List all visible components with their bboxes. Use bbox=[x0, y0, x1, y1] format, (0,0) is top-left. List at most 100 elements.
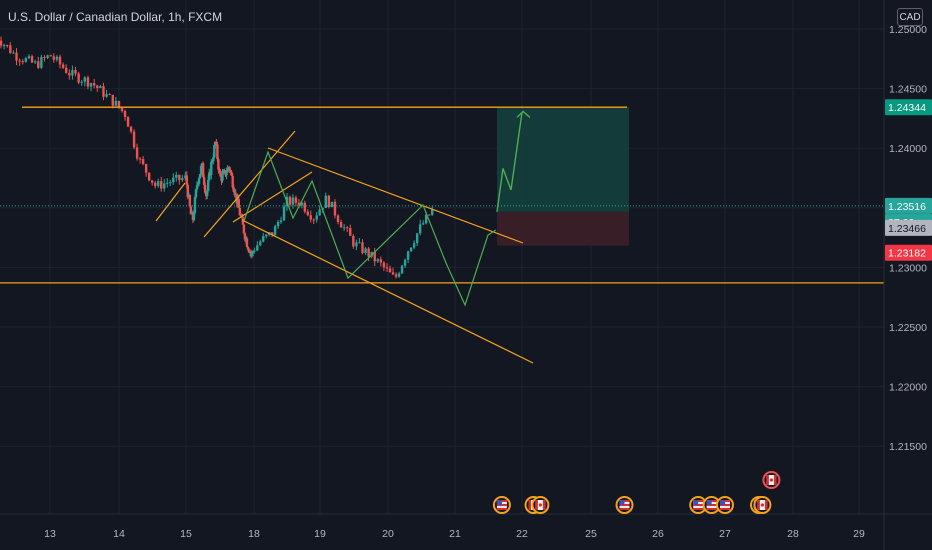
candle-body bbox=[276, 221, 280, 227]
candle-body bbox=[376, 259, 379, 262]
candle-body bbox=[265, 234, 268, 237]
y-tick-label: 1.22500 bbox=[889, 322, 927, 334]
candle-body bbox=[217, 159, 220, 170]
candle-body bbox=[229, 170, 232, 173]
candle-body bbox=[221, 173, 224, 181]
candle-body bbox=[89, 83, 93, 87]
candle-body bbox=[428, 214, 431, 216]
candle-body bbox=[52, 56, 55, 60]
candle-body bbox=[24, 58, 28, 62]
candle-body bbox=[150, 180, 154, 183]
x-tick-label: 13 bbox=[44, 528, 56, 540]
x-tick-label: 22 bbox=[516, 528, 528, 540]
candle-body bbox=[352, 235, 355, 247]
entry-price-tag bbox=[885, 219, 932, 236]
x-tick-label: 28 bbox=[787, 528, 799, 540]
x-tick-label: 26 bbox=[652, 528, 664, 540]
ca-flag-band bbox=[773, 475, 777, 485]
candle-body bbox=[172, 177, 175, 183]
candle-body bbox=[397, 273, 401, 277]
x-tick-label: 19 bbox=[314, 528, 326, 540]
candle-body bbox=[373, 251, 376, 262]
target-price-tag bbox=[885, 99, 932, 116]
candle-body bbox=[412, 243, 416, 248]
candle-body bbox=[213, 145, 216, 158]
candle-body bbox=[83, 77, 87, 82]
y-tick-label: 1.24000 bbox=[889, 143, 927, 155]
candle-body bbox=[327, 195, 331, 208]
candle-body bbox=[361, 242, 364, 254]
candle-body bbox=[246, 247, 250, 250]
candle-body bbox=[129, 126, 133, 132]
candle-body bbox=[262, 236, 265, 242]
candle-body bbox=[282, 206, 286, 221]
candle-body bbox=[117, 100, 121, 108]
candle-body bbox=[218, 169, 221, 171]
candle-body bbox=[184, 175, 187, 179]
last-price-label: 1.23516 bbox=[888, 201, 926, 213]
zigzag-pattern bbox=[243, 150, 497, 307]
candle-body bbox=[391, 272, 395, 275]
candle-body bbox=[6, 45, 9, 47]
candle-body bbox=[99, 86, 102, 89]
candle-body bbox=[198, 174, 202, 179]
candle-body bbox=[189, 206, 193, 215]
candle-body bbox=[135, 147, 139, 159]
x-tick-label: 20 bbox=[382, 528, 394, 540]
candle-body bbox=[231, 175, 234, 188]
candle-body bbox=[288, 196, 292, 205]
candle-body bbox=[55, 56, 59, 60]
us-flag-stripe bbox=[720, 508, 730, 510]
candle-body bbox=[126, 117, 130, 127]
ca-flag-band bbox=[542, 500, 546, 510]
ca-flag-band bbox=[764, 500, 768, 510]
candle-body bbox=[33, 61, 37, 63]
y-tick-label: 1.24500 bbox=[889, 84, 927, 96]
candle-body bbox=[238, 208, 242, 216]
ca-flag-leaf bbox=[769, 478, 774, 482]
ca-flag-band bbox=[535, 500, 538, 510]
currency-button[interactable]: CAD bbox=[897, 8, 923, 26]
candle-body bbox=[243, 233, 247, 240]
x-tick-label: 27 bbox=[719, 528, 731, 540]
candle-body bbox=[169, 182, 172, 184]
candle-body bbox=[9, 45, 12, 54]
candle-body bbox=[166, 182, 169, 184]
candle-body bbox=[199, 166, 203, 175]
candle-body bbox=[185, 175, 188, 185]
us-flag-canton bbox=[619, 500, 625, 505]
candle-body bbox=[58, 56, 62, 65]
projection-arrow bbox=[496, 112, 523, 212]
candle-body bbox=[355, 242, 358, 247]
candle-body bbox=[222, 171, 225, 174]
candle-body bbox=[40, 57, 43, 68]
candle-body bbox=[294, 197, 298, 203]
trend-channel-line bbox=[155, 182, 186, 222]
x-tick-label: 25 bbox=[585, 528, 597, 540]
candle-body bbox=[211, 161, 214, 163]
candle-body bbox=[212, 157, 215, 162]
us-flag-stripe bbox=[706, 508, 717, 510]
candle-body bbox=[418, 224, 422, 234]
candle-body bbox=[364, 248, 367, 254]
candle-body bbox=[385, 267, 389, 269]
candle-body bbox=[202, 177, 206, 185]
candle-body bbox=[181, 178, 184, 181]
candle-body bbox=[37, 61, 40, 68]
candle-body bbox=[12, 52, 15, 54]
candle-body bbox=[15, 52, 18, 61]
trend-channel-line bbox=[232, 171, 313, 223]
ca-flag-band bbox=[757, 500, 760, 510]
candle-body bbox=[203, 184, 207, 193]
candle-body bbox=[43, 57, 46, 59]
candle-body bbox=[205, 190, 209, 197]
candle-body bbox=[225, 172, 228, 176]
candle-body bbox=[193, 197, 197, 214]
candle-body bbox=[92, 83, 96, 86]
candle-body bbox=[108, 94, 111, 96]
candle-body bbox=[431, 208, 434, 215]
candle-body bbox=[253, 250, 256, 252]
candle-body bbox=[114, 100, 118, 106]
candle-body bbox=[226, 167, 229, 173]
